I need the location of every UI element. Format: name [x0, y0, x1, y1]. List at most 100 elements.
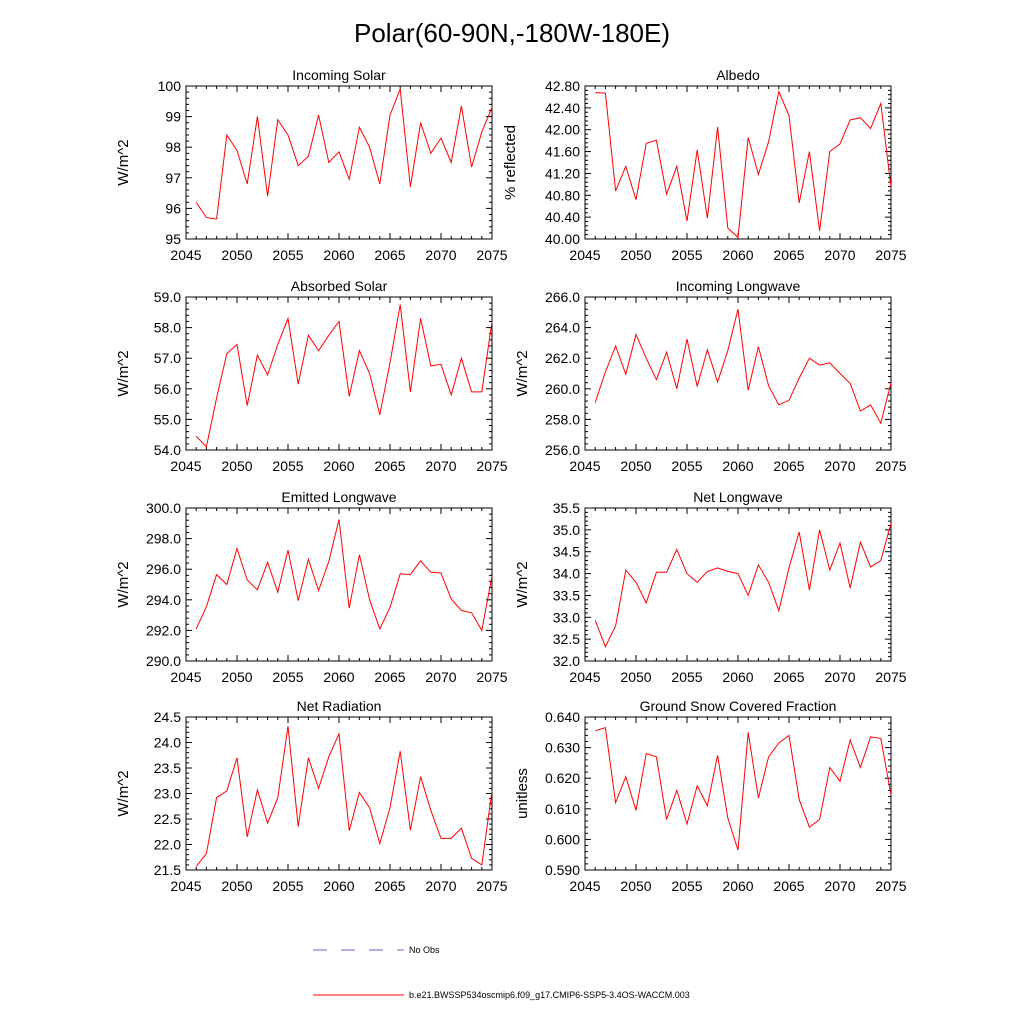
x-tick-label: 2065	[374, 247, 405, 263]
x-tick-label: 2075	[875, 878, 906, 894]
x-tick-label: 2055	[671, 458, 702, 474]
legend-obs-label: No Obs	[409, 945, 440, 955]
y-tick-label: 294.0	[146, 592, 181, 608]
y-tick-label: 24.5	[154, 709, 181, 725]
figure-title: Polar(60-90N,-180W-180E)	[354, 18, 670, 48]
panel-ground-snow-covered-fraction: Ground Snow Covered Fraction 0.590 0.600 0.…	[514, 698, 907, 894]
x-tick-label: 2075	[476, 458, 507, 474]
x-tick-label: 2045	[569, 669, 600, 685]
x-tick-label: 2055	[272, 247, 303, 263]
y-tick-label: 95	[165, 231, 181, 247]
x-tick-label: 2065	[773, 458, 804, 474]
x-tick-label: 2075	[476, 669, 507, 685]
y-axis-label: W/m^2	[514, 350, 531, 396]
y-axis-label: W/m^2	[115, 350, 132, 396]
y-tick-label: 34.5	[553, 544, 580, 560]
x-tick-label: 2065	[773, 247, 804, 263]
y-axis-label: W/m^2	[115, 561, 132, 607]
series-line	[595, 727, 892, 851]
plot-frame	[185, 507, 493, 662]
y-tick-label: 23.5	[154, 760, 181, 776]
y-tick-label: 266.0	[545, 289, 580, 305]
y-tick-label: 99	[165, 109, 181, 125]
legend: No Obs b.e21.BWSSP534oscmip6.f09_g17.CMI…	[313, 945, 690, 1000]
y-tick-label: 296.0	[146, 561, 181, 577]
x-tick-label: 2075	[875, 458, 906, 474]
x-tick-label: 2055	[272, 878, 303, 894]
x-tick-label: 2050	[620, 878, 651, 894]
x-tick-label: 2050	[221, 247, 252, 263]
y-tick-label: 40.80	[545, 187, 580, 203]
y-tick-label: 40.40	[545, 209, 580, 225]
x-tick-label: 2075	[875, 247, 906, 263]
x-tick-label: 2075	[875, 669, 906, 685]
x-tick-label: 2070	[824, 247, 855, 263]
y-tick-label: 23.0	[154, 786, 181, 802]
x-tick-label: 2060	[722, 247, 753, 263]
series-line	[594, 523, 892, 648]
y-tick-label: 22.0	[154, 837, 181, 853]
x-tick-label: 2045	[170, 458, 201, 474]
y-tick-label: 24.0	[154, 735, 181, 751]
x-tick-label: 2045	[569, 247, 600, 263]
x-tick-label: 2055	[272, 458, 303, 474]
y-tick-label: 34.0	[553, 566, 580, 582]
y-tick-label: 33.5	[553, 587, 580, 603]
plot-frame	[584, 85, 892, 240]
series-line	[594, 309, 892, 425]
panel-absorbed-solar: Absorbed Solar 54.0 55.0 56.0 57.0 58.0 59.0 20…	[115, 278, 508, 474]
y-tick-label: 42.00	[545, 122, 580, 138]
y-tick-label: 0.630	[545, 740, 580, 756]
x-tick-label: 2045	[170, 878, 201, 894]
x-tick-label: 2060	[323, 669, 354, 685]
y-tick-label: 97	[165, 170, 181, 186]
y-tick-label: 32.5	[553, 631, 580, 647]
x-tick-label: 2070	[425, 878, 456, 894]
x-tick-label: 2065	[773, 878, 804, 894]
x-tick-label: 2060	[722, 878, 753, 894]
x-tick-label: 2055	[671, 669, 702, 685]
y-tick-label: 96	[165, 200, 181, 216]
plot-frame	[584, 507, 892, 662]
panel-title: Incoming Solar	[292, 67, 386, 83]
y-tick-label: 0.620	[545, 770, 580, 786]
y-axis-label: W/m^2	[514, 561, 531, 607]
x-tick-label: 2070	[824, 669, 855, 685]
y-tick-label: 264.0	[545, 320, 580, 336]
y-tick-label: 22.5	[154, 811, 181, 827]
plot-frame	[185, 85, 493, 240]
series-line	[595, 89, 892, 239]
x-tick-label: 2070	[824, 878, 855, 894]
panel-incoming-solar: Incoming Solar 95 96 97 98 99 100 2045 2050 2055 2…	[115, 67, 508, 263]
x-tick-label: 2045	[569, 878, 600, 894]
y-tick-label: 59.0	[154, 289, 181, 305]
panel-albedo: Albedo 40.00 40.40 40.80 41.20 41.60 42.00 42.4…	[502, 67, 907, 263]
x-tick-label: 2070	[425, 458, 456, 474]
y-tick-label: 41.60	[545, 144, 580, 160]
y-axis-label: % reflected	[502, 125, 519, 200]
panel-net-longwave: Net Longwave 32.0 32.5 33.0 33.5 34.0 34.5 35.0…	[514, 489, 907, 685]
panel-title: Incoming Longwave	[676, 278, 801, 294]
plot-frame	[185, 716, 493, 871]
y-tick-label: 42.40	[545, 100, 580, 116]
y-tick-label: 57.0	[154, 350, 181, 366]
series-line	[195, 88, 493, 220]
x-tick-label: 2065	[374, 458, 405, 474]
x-tick-label: 2070	[425, 669, 456, 685]
panel-title: Ground Snow Covered Fraction	[640, 698, 837, 714]
panel-incoming-longwave: Incoming Longwave 256.0 258.0 260.0 262.0 264…	[514, 278, 907, 474]
y-tick-label: 32.0	[553, 653, 580, 669]
x-tick-label: 2060	[323, 878, 354, 894]
panel-title: Net Longwave	[693, 489, 783, 505]
x-tick-label: 2065	[374, 878, 405, 894]
y-tick-label: 42.80	[545, 78, 580, 94]
panel-title: Albedo	[716, 67, 760, 83]
x-tick-label: 2060	[722, 458, 753, 474]
x-tick-label: 2070	[824, 458, 855, 474]
x-tick-label: 2070	[425, 247, 456, 263]
x-tick-label: 2060	[323, 247, 354, 263]
x-tick-label: 2075	[476, 878, 507, 894]
y-tick-label: 262.0	[545, 350, 580, 366]
plot-frame	[185, 296, 493, 451]
